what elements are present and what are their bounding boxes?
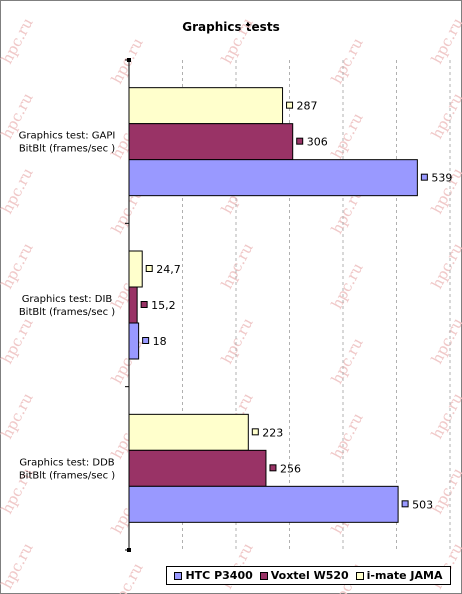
legend-swatch — [259, 571, 268, 580]
category-label: BitBlt (frames/sec ) — [19, 144, 115, 155]
data-label-swatch — [286, 101, 294, 109]
data-label-swatch — [401, 500, 409, 508]
watermark-text: hpc.ru — [428, 390, 462, 442]
category-label: Graphics test: DIB — [22, 294, 113, 305]
data-label-swatch — [140, 301, 148, 308]
watermark-text: hpc.ru — [328, 410, 367, 462]
watermark-text: hpc.ru — [428, 315, 462, 367]
bar — [128, 123, 294, 161]
data-label-swatch — [145, 265, 153, 272]
data-label-swatch — [296, 137, 304, 145]
watermark-text: hpc.ru — [0, 540, 37, 592]
bar — [128, 286, 138, 324]
data-label: 18 — [153, 335, 167, 348]
watermark-text: hpc.ru — [328, 110, 367, 162]
axis-corner-marker — [127, 58, 131, 62]
legend-label: HTC P3400 — [185, 569, 253, 582]
watermark-text: hpc.ru — [218, 315, 257, 367]
data-label: 503 — [412, 498, 433, 511]
watermark-text: hpc.ru — [0, 390, 37, 442]
legend-item: Voxtel W520 — [259, 569, 349, 582]
bar — [128, 322, 140, 360]
axis-corner-marker — [127, 548, 131, 552]
watermark-text: hpc.ru — [328, 35, 367, 87]
category-label: Graphics test: DDB — [19, 457, 114, 468]
watermark-text: hpc.ru — [218, 15, 257, 67]
legend: HTC P3400 Voxtel W520 i-mate JAMA — [166, 566, 451, 585]
watermark-text: hpc.ru — [328, 260, 367, 312]
watermark-text: hpc.ru — [428, 90, 462, 142]
legend-swatch — [174, 571, 183, 580]
labels-layer: 287 306 539 Graphics test: GAPI BitBlt (fram… — [19, 100, 453, 512]
watermark-text: hpc.ru — [0, 15, 37, 67]
bar — [128, 485, 399, 523]
bar — [128, 250, 143, 288]
data-label-swatch — [142, 337, 150, 344]
watermark-text: hpc.ru — [108, 335, 147, 387]
watermark-text: hpc.ru — [0, 240, 37, 292]
watermark-text: hpc.ru — [428, 240, 462, 292]
data-label: 256 — [280, 462, 301, 475]
data-label: 223 — [262, 426, 283, 439]
legend-item: HTC P3400 — [174, 569, 253, 582]
legend-label: i-mate JAMA — [366, 569, 443, 582]
data-label-swatch — [269, 464, 277, 472]
data-label: 306 — [307, 136, 328, 149]
watermark-text: hpc.ru — [0, 165, 37, 217]
data-label: 24,7 — [156, 263, 181, 276]
legend-label: Voxtel W520 — [270, 569, 349, 582]
chart-title: Graphics tests — [182, 20, 280, 34]
bar — [128, 159, 418, 197]
legend-swatch — [355, 571, 364, 580]
y-axis — [125, 58, 131, 552]
bar — [128, 449, 267, 487]
legend-item: i-mate JAMA — [355, 569, 443, 582]
category-label: Graphics test: GAPI — [19, 131, 116, 142]
data-label-swatch — [420, 173, 428, 181]
data-label: 15,2 — [151, 299, 176, 312]
watermark-text: hpc.ru — [328, 335, 367, 387]
watermark-text: hpc.ru — [428, 15, 462, 67]
data-label: 287 — [297, 100, 318, 113]
category-label: BitBlt (frames/sec ) — [19, 307, 115, 318]
bars-layer — [128, 87, 418, 523]
watermark-text: hpc.ru — [0, 315, 37, 367]
bar — [128, 87, 284, 125]
watermark-text: hpc.ru — [108, 560, 147, 594]
data-label-swatch — [251, 428, 259, 436]
watermark-text: hpc.ru — [218, 240, 257, 292]
category-label: BitBlt (frames/sec ) — [19, 470, 115, 481]
bar — [128, 413, 249, 451]
data-label: 539 — [431, 172, 452, 185]
